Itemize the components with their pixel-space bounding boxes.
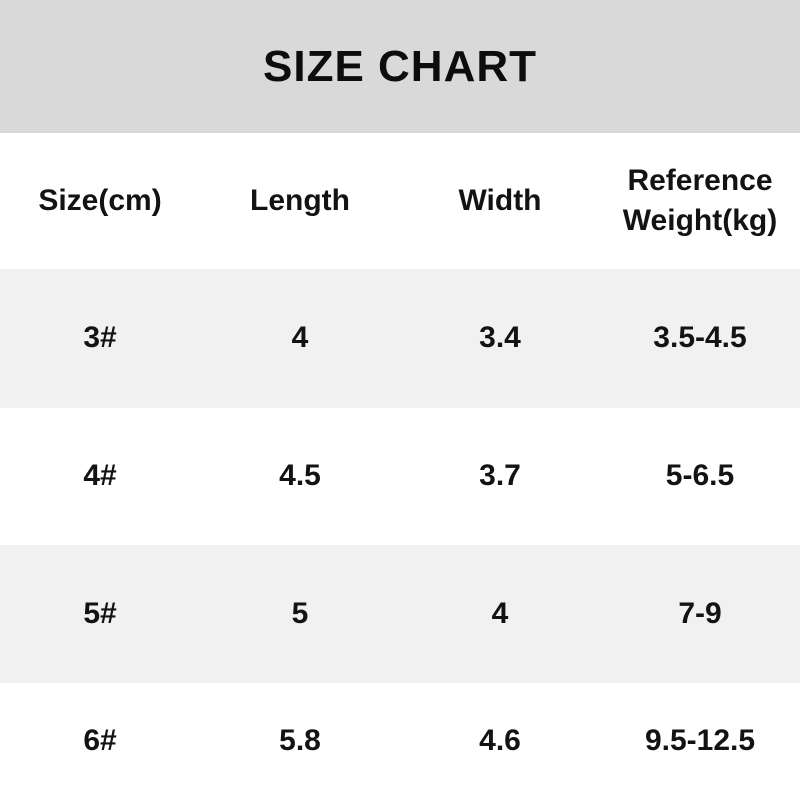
- cell-size: 5#: [83, 596, 117, 630]
- cell-weight: 5-6.5: [665, 459, 735, 493]
- column-header-size: Size(cm): [38, 183, 162, 217]
- cell-length: 5.8: [279, 724, 321, 758]
- table-row: 5# 5 4 7-9: [0, 545, 800, 683]
- size-table: Size(cm) Length Width Reference Weight(k…: [0, 133, 800, 800]
- cell-size: 6#: [83, 724, 117, 758]
- cell-weight: 3.5-4.5: [653, 321, 747, 355]
- cell-width: 4: [491, 596, 509, 630]
- cell-length: 4: [291, 321, 309, 355]
- cell-width: 3.7: [479, 459, 521, 493]
- table-row: 6# 5.8 4.6 9.5-12.5: [0, 683, 800, 800]
- table-row: 4# 4.5 3.7 5-6.5: [0, 408, 800, 545]
- cell-weight: 9.5-12.5: [644, 724, 756, 758]
- table-header-row: Size(cm) Length Width Reference Weight(k…: [0, 133, 800, 269]
- cell-length: 4.5: [279, 459, 321, 493]
- cell-width: 3.4: [479, 321, 521, 355]
- cell-weight: 7-9: [678, 596, 722, 630]
- cell-size: 3#: [83, 321, 117, 355]
- cell-size: 4#: [83, 459, 117, 493]
- cell-width: 4.6: [479, 724, 521, 758]
- cell-length: 5: [291, 596, 309, 630]
- column-header-width: Width: [458, 183, 542, 217]
- table-row: 3# 4 3.4 3.5-4.5: [0, 269, 800, 408]
- page-title: SIZE CHART: [263, 41, 537, 91]
- title-band: SIZE CHART: [0, 0, 800, 133]
- column-header-reference-weight: Reference Weight(kg): [622, 163, 778, 238]
- column-header-length: Length: [250, 183, 350, 217]
